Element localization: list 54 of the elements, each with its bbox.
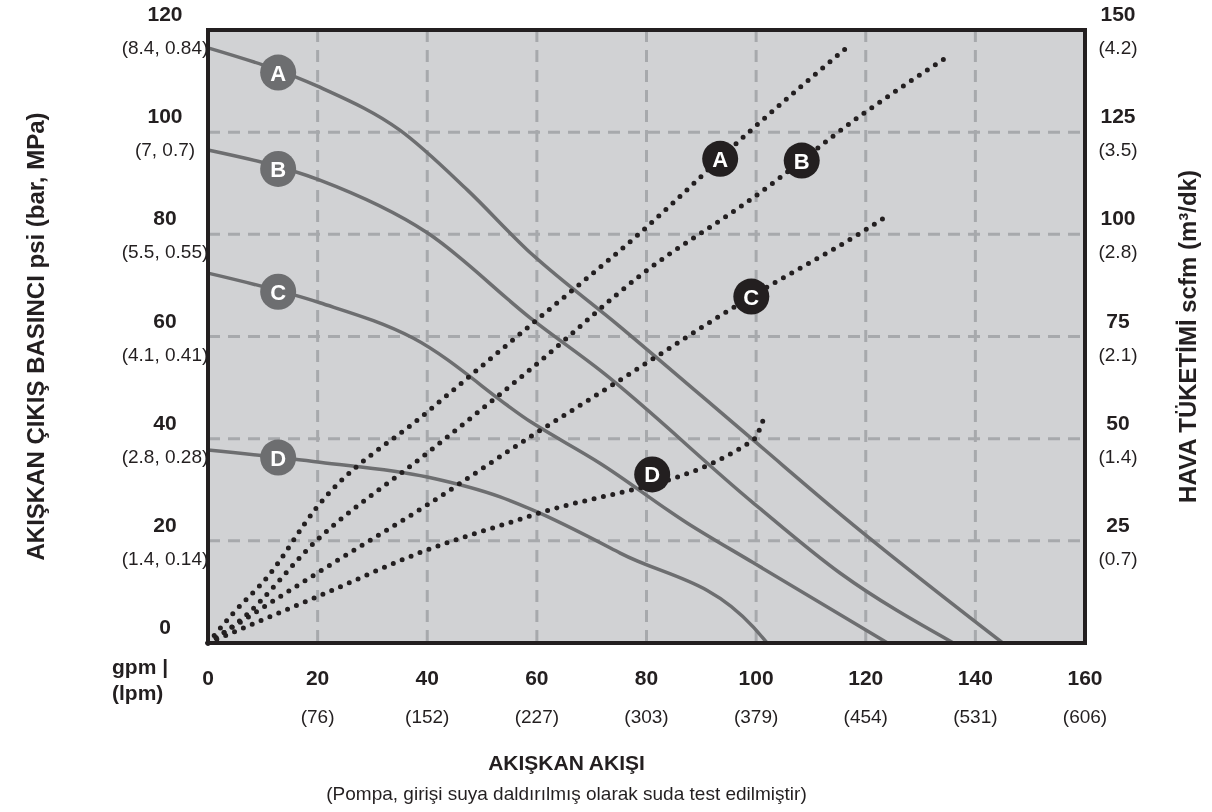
annotation: (8.4, 0.84)	[121, 37, 209, 58]
y-tick-label: 100	[147, 104, 183, 128]
y-axis-title: AKIŞKAN ÇIKIŞ BASINCI psi (bar, MPa)	[22, 112, 49, 561]
y2-tick-label: 125	[1100, 104, 1136, 128]
y2-tick-label: 75	[1106, 308, 1130, 332]
text: (606)	[1062, 706, 1108, 727]
text: (531)	[953, 706, 998, 727]
y2-axis-title: HAVA TÜKETİMİ scfm (m³/dk)	[1174, 170, 1201, 503]
y-tick-label: 40	[153, 410, 177, 434]
x-tick-label: 20	[305, 666, 330, 689]
annotation: (4.1, 0.41)	[121, 343, 209, 365]
x-tick-label: 80	[634, 666, 659, 689]
series-label: D	[644, 462, 661, 488]
y3-tick-label: (1.4)	[1098, 445, 1138, 467]
series-label: B	[270, 156, 287, 182]
x-tick-label: 60	[525, 666, 549, 689]
text: (152)	[405, 706, 450, 727]
text: (76)	[300, 706, 335, 727]
text: (454)	[843, 706, 888, 727]
series-label: A	[712, 146, 729, 172]
text: (227)	[514, 706, 560, 727]
x-tick-label: 100	[738, 666, 774, 689]
y-tick-label: 120	[147, 2, 183, 25]
annotation: (5.5, 0.55)	[121, 241, 209, 263]
y3-tick-label: (4.2)	[1098, 37, 1138, 58]
y2-tick-label: 25	[1106, 512, 1130, 536]
y2-tick-label: 150	[1100, 2, 1136, 25]
x-tick-label: 140	[957, 666, 993, 689]
annotation: (2.8, 0.28)	[121, 445, 209, 467]
y3-tick-label: (2.1)	[1098, 343, 1138, 365]
x-tick-label: 160	[1067, 666, 1103, 689]
y2-tick-label: 50	[1106, 410, 1130, 434]
series-label: B	[793, 148, 810, 174]
x-tick-label: 40	[415, 666, 439, 689]
y-tick-label: 80	[153, 206, 177, 230]
y-tick-label: 20	[153, 512, 177, 536]
x-tick-label: 120	[848, 666, 884, 689]
y-tick-label: 0	[159, 615, 171, 638]
y3-tick-label: (0.7)	[1098, 547, 1138, 569]
series-label: D	[270, 445, 287, 471]
y3-tick-label: (2.8)	[1098, 241, 1138, 263]
series-label: C	[743, 284, 760, 310]
text: (303)	[624, 706, 669, 727]
text: (Pompa, girişi suya daldırılmış olarak suda test edilmiştir)	[326, 783, 807, 804]
y-tick-label: 60	[153, 308, 177, 332]
y2-tick-label: 100	[1100, 206, 1136, 230]
text: (7, 0.7)	[134, 139, 196, 161]
text: (379)	[733, 706, 779, 727]
y3-tick-label: (3.5)	[1098, 139, 1138, 161]
x-tick-label: 0	[202, 666, 214, 689]
series-label: C	[270, 279, 287, 305]
series-label: A	[270, 60, 287, 86]
text: gpm | (lpm)	[112, 655, 169, 704]
x-axis-title: AKIŞKAN AKIŞI	[488, 751, 645, 774]
